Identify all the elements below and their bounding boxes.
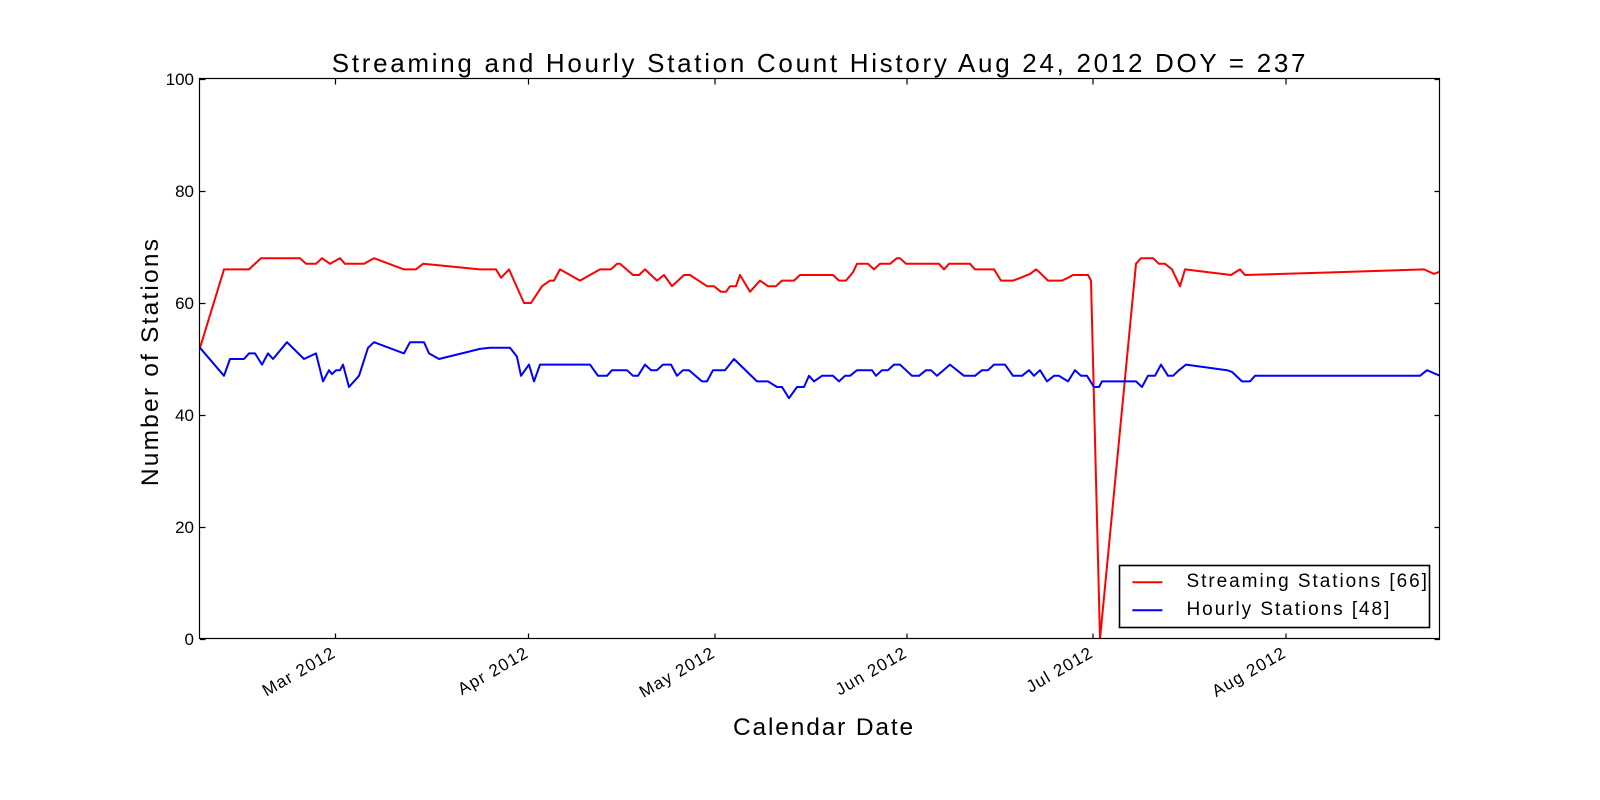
svg-text:20: 20: [175, 518, 194, 537]
svg-text:Streaming Stations [66]: Streaming Stations [66]: [1187, 571, 1429, 592]
svg-text:0: 0: [185, 630, 194, 649]
svg-text:Number of Stations: Number of Stations: [137, 237, 164, 486]
svg-text:40: 40: [175, 406, 194, 425]
svg-text:100: 100: [166, 70, 194, 89]
svg-text:80: 80: [175, 182, 194, 201]
svg-text:Streaming and Hourly Station C: Streaming and Hourly Station Count Histo…: [332, 48, 1308, 78]
svg-text:60: 60: [175, 294, 194, 313]
svg-text:Calendar Date: Calendar Date: [733, 714, 915, 741]
svg-text:Hourly Stations [48]: Hourly Stations [48]: [1187, 599, 1392, 620]
